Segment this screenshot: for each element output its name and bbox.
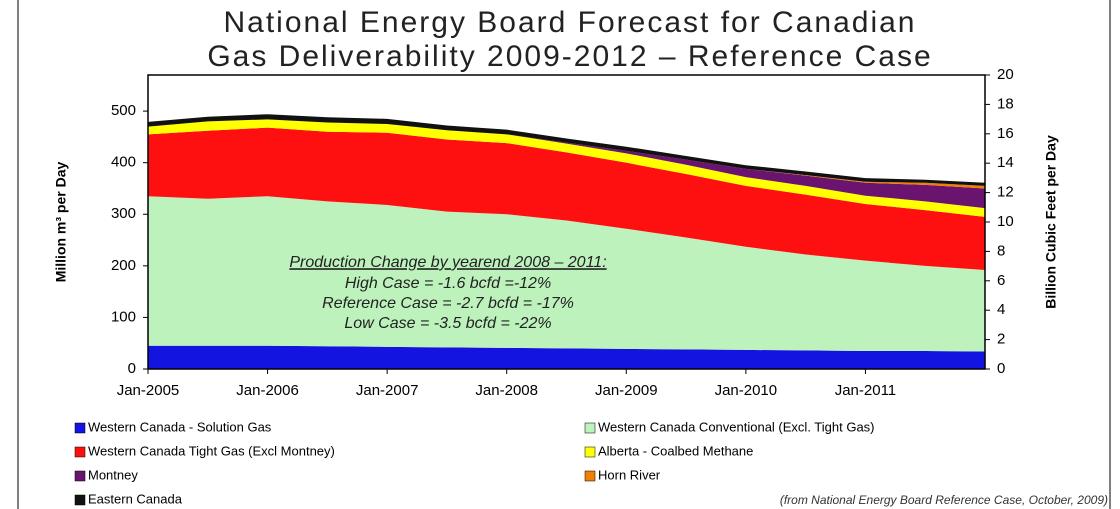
y-tick-label: 300 [111,205,136,222]
y2-tick-label: 12 [997,184,1014,201]
x-tick-label: Jan-2008 [475,382,538,399]
legend-swatch [584,446,596,458]
y2-tick-label: 16 [997,125,1014,142]
x-tick-label: Jan-2011 [835,382,896,399]
legend-swatch [584,470,596,482]
legend-swatch [584,422,596,434]
legend-label: Western Canada Tight Gas (Excl Montney) [88,443,335,458]
chart-title: Gas Deliverability 2009-2012 – Reference… [207,40,932,73]
y-tick-label: 200 [111,257,136,274]
legend-label: Western Canada - Solution Gas [88,419,272,434]
x-tick-label: Jan-2005 [117,382,180,399]
y2-tick-label: 10 [997,213,1014,230]
legend-label: Horn River [598,467,661,482]
annotation: Reference Case = -2.7 bcfd = -17% [322,295,574,312]
y2-tick-label: 2 [997,331,1005,348]
legend-label: Alberta - Coalbed Methane [598,443,753,458]
area [148,127,985,270]
y-tick-label: 0 [128,360,136,377]
legend-swatch [74,422,86,434]
y2-tick-label: 0 [997,360,1005,377]
y2-tick-label: 4 [997,301,1005,318]
source-note: (from National Energy Board Reference Ca… [780,493,1108,507]
chart-title: National Energy Board Forecast for Canad… [223,6,916,39]
y-tick-label: 400 [111,154,136,171]
x-tick-label: Jan-2010 [715,382,778,399]
y-axis-label: Million m³ per Day [53,162,69,283]
legend-label: Eastern Canada [88,491,183,506]
y2-tick-label: 20 [997,66,1014,83]
y2-tick-label: 14 [997,154,1014,171]
y-tick-label: 500 [111,102,136,119]
y-tick-label: 100 [111,308,136,325]
annotation: High Case = -1.6 bcfd =-12% [345,275,551,292]
area [148,345,985,369]
legend-swatch [74,446,86,458]
x-tick-label: Jan-2009 [595,382,658,399]
y2-tick-label: 6 [997,272,1005,289]
legend-swatch [74,470,86,482]
legend-label: Western Canada Conventional (Excl. Tight… [598,419,875,434]
y2-tick-label: 8 [997,242,1005,259]
legend-swatch [74,494,86,506]
legend-label: Montney [88,467,138,482]
y2-axis-label: Billion Cubic Feet per Day [1043,135,1059,309]
area [148,119,985,217]
annotation: Low Case = -3.5 bcfd = -22% [344,315,551,332]
annotation: Production Change by yearend 2008 – 2011… [289,254,606,271]
x-tick-label: Jan-2007 [356,382,419,399]
x-tick-label: Jan-2006 [236,382,299,399]
area [148,196,985,352]
y2-tick-label: 18 [997,95,1014,112]
